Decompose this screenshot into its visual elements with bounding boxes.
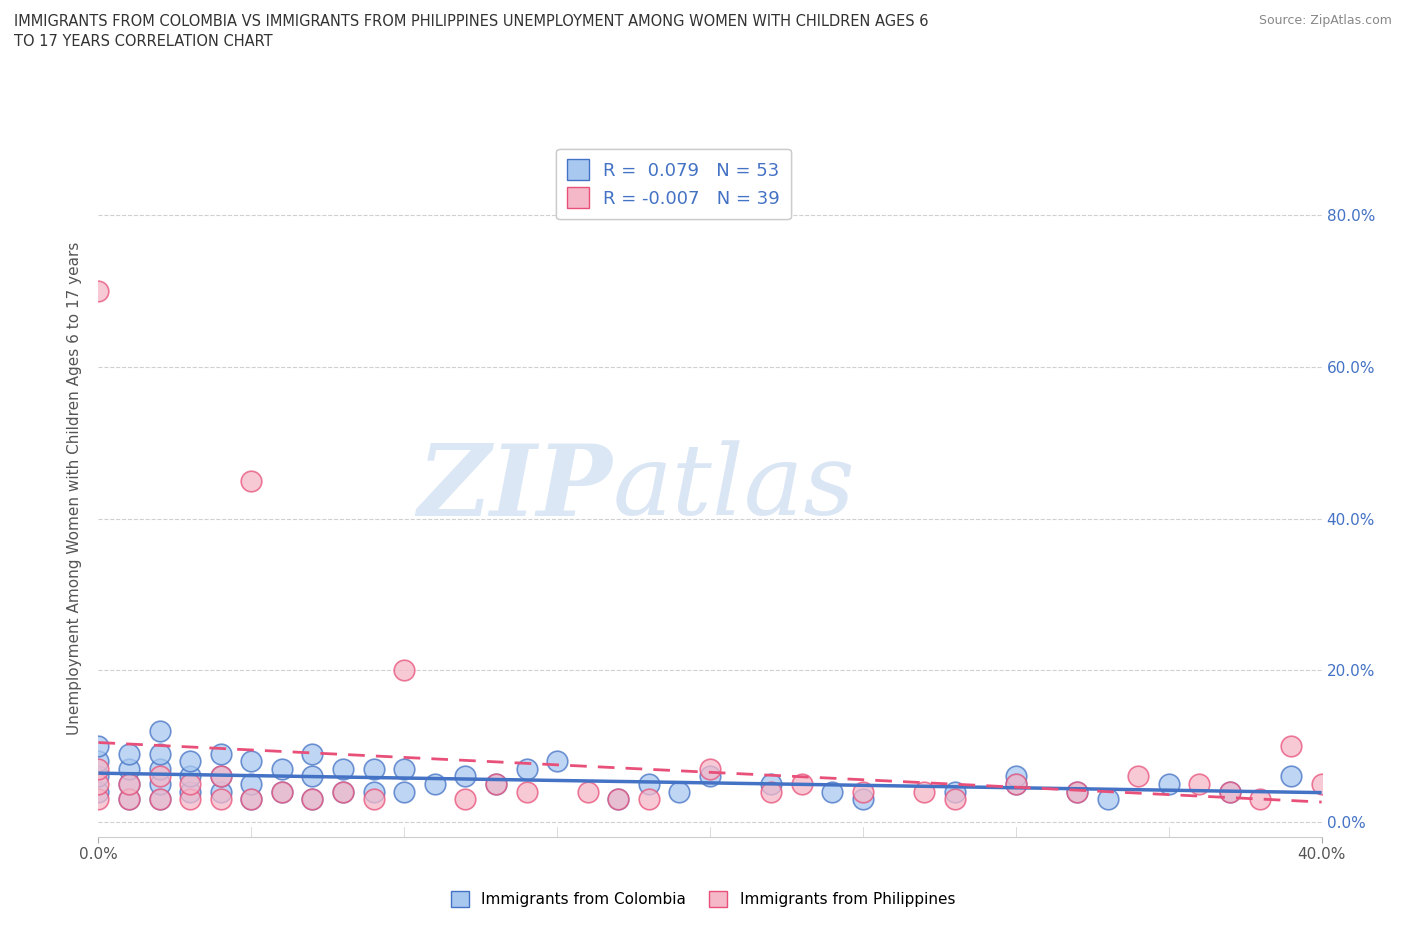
Point [118,746,141,761]
Point [149,724,172,738]
Point [423,777,446,791]
Point [852,791,875,806]
Y-axis label: Unemployment Among Women with Children Ages 6 to 17 years: Unemployment Among Women with Children A… [67,242,83,735]
Point [790,777,813,791]
Point [943,791,966,806]
Point [363,784,385,799]
Point [149,746,172,761]
Point [759,777,782,791]
Point [209,769,232,784]
Point [87,791,110,806]
Point [1004,777,1026,791]
Point [668,784,690,799]
Point [363,791,385,806]
Point [87,777,110,791]
Point [240,753,263,768]
Point [149,791,172,806]
Text: atlas: atlas [612,441,855,536]
Point [209,769,232,784]
Point [576,784,599,799]
Point [1279,769,1302,784]
Point [392,663,416,678]
Point [149,762,172,777]
Point [87,784,110,799]
Point [270,784,292,799]
Point [301,746,323,761]
Point [943,784,966,799]
Point [454,791,477,806]
Point [392,784,416,799]
Point [516,784,538,799]
Point [87,284,110,299]
Text: ZIP: ZIP [418,440,612,537]
Point [1128,769,1150,784]
Point [118,791,141,806]
Point [607,791,630,806]
Point [607,791,630,806]
Point [87,762,110,777]
Legend: R =  0.079   N = 53, R = -0.007   N = 39: R = 0.079 N = 53, R = -0.007 N = 39 [555,149,790,219]
Point [1004,777,1026,791]
Point [1249,791,1271,806]
Point [1004,769,1026,784]
Point [149,769,172,784]
Point [301,791,323,806]
Point [179,769,201,784]
Point [454,769,477,784]
Point [179,791,201,806]
Point [1188,777,1211,791]
Point [699,762,721,777]
Point [332,784,354,799]
Point [1066,784,1088,799]
Point [485,777,508,791]
Point [485,777,508,791]
Point [87,738,110,753]
Point [118,777,141,791]
Point [179,777,201,791]
Point [240,777,263,791]
Point [118,777,141,791]
Point [87,769,110,784]
Point [118,791,141,806]
Point [852,784,875,799]
Point [332,762,354,777]
Point [149,777,172,791]
Point [240,473,263,488]
Point [1157,777,1180,791]
Point [392,762,416,777]
Point [270,762,292,777]
Point [179,784,201,799]
Text: Source: ZipAtlas.com: Source: ZipAtlas.com [1258,14,1392,27]
Point [1219,784,1241,799]
Point [87,753,110,768]
Point [821,784,844,799]
Point [1097,791,1119,806]
Point [1310,777,1333,791]
Point [759,784,782,799]
Point [179,753,201,768]
Point [240,791,263,806]
Point [301,791,323,806]
Point [1219,784,1241,799]
Point [270,784,292,799]
Point [363,762,385,777]
Point [118,762,141,777]
Legend: Immigrants from Colombia, Immigrants from Philippines: Immigrants from Colombia, Immigrants fro… [444,884,962,913]
Point [912,784,935,799]
Point [149,791,172,806]
Point [516,762,538,777]
Point [209,746,232,761]
Point [637,777,661,791]
Point [1279,738,1302,753]
Point [332,784,354,799]
Point [637,791,661,806]
Point [209,784,232,799]
Point [301,769,323,784]
Point [546,753,568,768]
Point [699,769,721,784]
Point [240,791,263,806]
Point [1066,784,1088,799]
Text: IMMIGRANTS FROM COLOMBIA VS IMMIGRANTS FROM PHILIPPINES UNEMPLOYMENT AMONG WOMEN: IMMIGRANTS FROM COLOMBIA VS IMMIGRANTS F… [14,14,928,48]
Point [209,791,232,806]
